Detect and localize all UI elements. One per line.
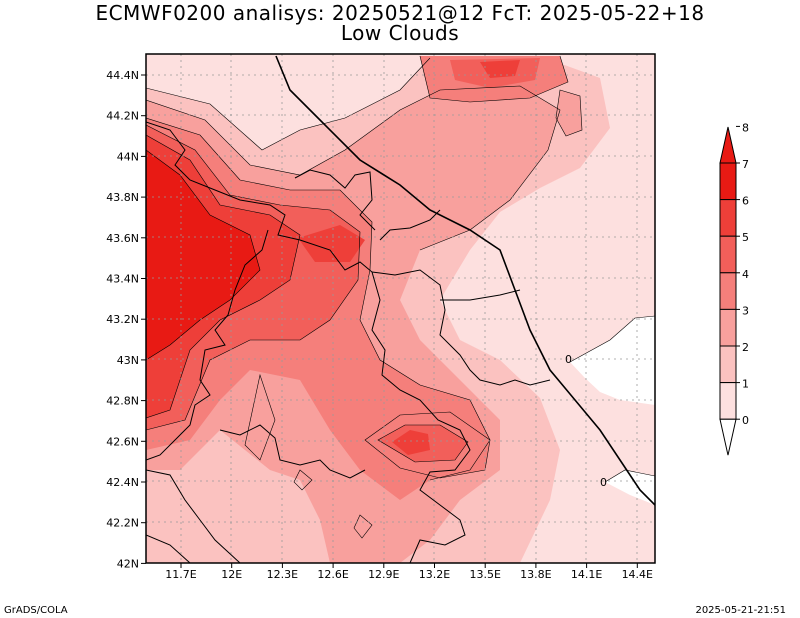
y-tick-label: 43.4N	[106, 273, 139, 286]
y-tick-label: 43.2N	[106, 313, 139, 326]
colorbar-segment	[719, 162, 737, 201]
coastline	[275, 55, 655, 506]
x-tick-label: 11.7E	[165, 568, 196, 581]
field-ne-blob	[556, 90, 582, 136]
plot-frame	[145, 53, 656, 564]
colorbar-label: 7	[742, 158, 749, 171]
map-title: ECMWF0200 analisys: 20250521@12 FcT: 202…	[95, 1, 705, 25]
field-central-peak	[298, 225, 365, 262]
colorbar-segment	[719, 199, 737, 237]
y-tick-label: 43N	[117, 354, 139, 367]
map-subtitle: Low Clouds	[340, 21, 460, 45]
footer-timestamp: 2025-05-21-21:51	[695, 605, 786, 616]
x-tick-label: 12E	[221, 568, 242, 581]
colorbar-segment	[719, 272, 737, 310]
contour-label: 0	[600, 476, 607, 489]
colorbar-segment	[719, 382, 737, 420]
colorbar-segment	[719, 308, 737, 347]
admin-borders	[146, 121, 551, 563]
colorbar-label: 6	[742, 195, 749, 208]
x-tick-label: 12.3E	[267, 568, 298, 581]
colorbar-segment	[719, 345, 737, 384]
footer-credit: GrADS/COLA	[4, 605, 68, 616]
grid-lines	[146, 54, 655, 563]
x-tick-label: 13.8E	[520, 568, 551, 581]
x-tick-label: 13.5E	[469, 568, 500, 581]
x-tick-label: 14.1E	[571, 568, 602, 581]
contour-lines	[146, 55, 655, 539]
colorbar: 0 1 2 3 4 5 6 7 8	[719, 121, 749, 456]
y-tick-label: 43.8N	[106, 191, 139, 204]
colorbar-label: 1	[742, 378, 749, 391]
field-ne-peak	[480, 60, 520, 78]
colorbar-label: 0	[742, 414, 749, 427]
colorbar-segment	[719, 235, 737, 274]
x-tick-label: 13.2E	[419, 568, 450, 581]
contour-label: 0	[565, 353, 572, 366]
field-level-7	[146, 150, 260, 360]
y-tick-label: 42.4N	[106, 476, 139, 489]
colorbar-bottom-arrow	[719, 418, 737, 456]
y-tick-label: 44N	[117, 150, 139, 163]
x-tick-label: 12.6E	[317, 568, 348, 581]
colorbar-label: 8	[742, 121, 749, 134]
y-tick-label: 42N	[117, 557, 139, 570]
colorbar-label: 5	[742, 231, 749, 244]
colorbar-label: 2	[742, 341, 749, 354]
y-tick-label: 42.2N	[106, 517, 139, 530]
y-tick-label: 42.6N	[106, 435, 139, 448]
field-south-peak	[392, 430, 430, 455]
cloud-field	[146, 54, 655, 563]
x-axis: 11.7E 12E 12.3E 12.6E 12.9E 13.2E 13.5E 13.8E 14…	[165, 563, 653, 581]
y-axis: 44.4N 44.2N 44N 43.8N 43.6N 43.4N 43.2N 43N 42.8…	[106, 69, 146, 570]
colorbar-top-arrow	[719, 126, 737, 164]
y-tick-label: 43.6N	[106, 232, 139, 245]
colorbar-label: 3	[742, 304, 749, 317]
y-tick-label: 42.8N	[106, 395, 139, 408]
field-clear-southeast	[605, 470, 655, 505]
y-tick-label: 44.4N	[106, 69, 139, 82]
x-tick-label: 12.9E	[368, 568, 399, 581]
y-tick-label: 44.2N	[106, 110, 139, 123]
field-clear-east	[570, 316, 655, 405]
x-tick-label: 14.4E	[622, 568, 653, 581]
colorbar-label: 4	[742, 268, 749, 281]
